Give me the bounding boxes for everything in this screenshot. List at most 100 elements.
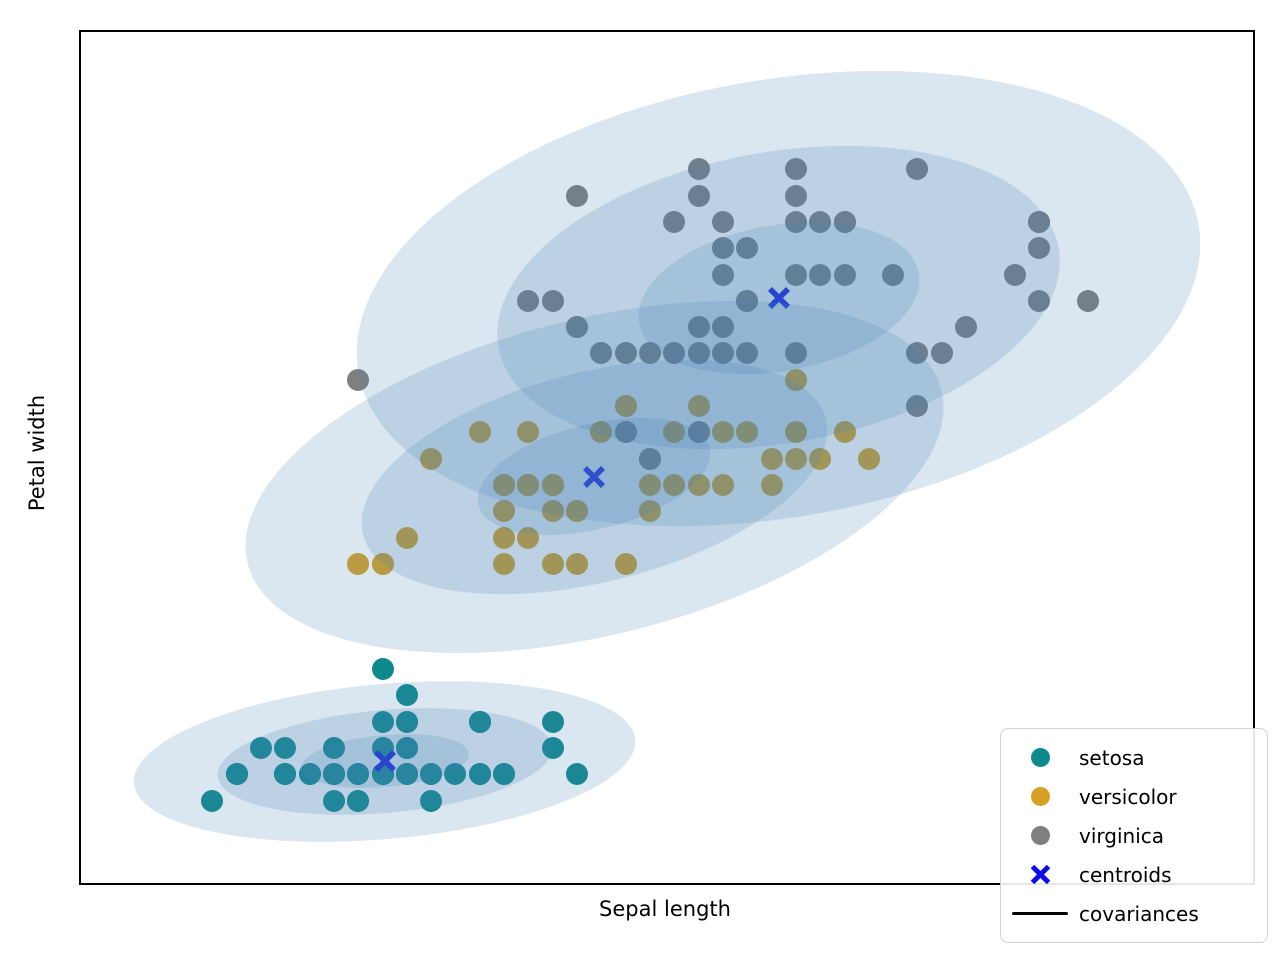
virginica-point: [517, 289, 540, 312]
versicolor-point: [517, 526, 540, 549]
setosa-point: [322, 763, 345, 786]
virginica-point: [347, 368, 370, 391]
virginica-point: [638, 342, 661, 365]
virginica-point: [784, 263, 807, 286]
versicolor-point: [638, 500, 661, 523]
setosa-point: [201, 789, 224, 812]
virginica-covariance-ellipse-3sigma: [320, 32, 1238, 588]
legend-row-centroids: centroids: [1001, 855, 1267, 894]
setosa-point: [541, 710, 564, 733]
versicolor-point: [468, 421, 491, 444]
versicolor-point: [760, 447, 783, 470]
versicolor-point: [541, 473, 564, 496]
versicolor-point: [736, 421, 759, 444]
setosa-point: [468, 763, 491, 786]
virginica-point: [882, 263, 905, 286]
legend-label: centroids: [1079, 862, 1172, 887]
versicolor-point: [833, 421, 856, 444]
virginica-legend-dot-icon: [1001, 826, 1079, 845]
setosa-point: [420, 763, 443, 786]
legend-row-covariances: covariances: [1001, 894, 1267, 933]
virginica-point: [711, 263, 734, 286]
virginica-point: [784, 210, 807, 233]
centroid-x-marker: [371, 747, 399, 775]
setosa-point: [395, 763, 418, 786]
versicolor-point: [784, 447, 807, 470]
versicolor-point: [857, 447, 880, 470]
virginica-point: [833, 263, 856, 286]
versicolor-legend-dot-icon: [1001, 787, 1079, 806]
setosa-point: [566, 763, 589, 786]
versicolor-point: [347, 552, 370, 575]
versicolor-point: [541, 500, 564, 523]
setosa-point: [371, 658, 394, 681]
versicolor-point: [395, 526, 418, 549]
virginica-point: [541, 289, 564, 312]
virginica-point: [906, 342, 929, 365]
virginica-point: [955, 316, 978, 339]
virginica-point: [663, 342, 686, 365]
versicolor-point: [784, 421, 807, 444]
setosa-point: [420, 789, 443, 812]
virginica-point: [687, 421, 710, 444]
setosa-point: [395, 710, 418, 733]
centroid-x-marker: [765, 284, 793, 312]
covariances-legend-line-icon: [1001, 911, 1079, 916]
versicolor-point: [493, 500, 516, 523]
virginica-point: [590, 342, 613, 365]
virginica-point: [566, 184, 589, 207]
virginica-point: [687, 184, 710, 207]
versicolor-point: [614, 395, 637, 418]
setosa-point: [493, 763, 516, 786]
setosa-legend-dot-icon: [1001, 748, 1079, 767]
versicolor-point: [517, 473, 540, 496]
versicolor-covariance-ellipse-1sigma: [465, 397, 723, 557]
setosa-covariance-ellipse-3sigma: [127, 662, 643, 861]
versicolor-point: [687, 473, 710, 496]
setosa-point: [395, 737, 418, 760]
virginica-point: [809, 210, 832, 233]
setosa-point: [468, 710, 491, 733]
setosa-point: [274, 737, 297, 760]
virginica-point: [906, 395, 929, 418]
setosa-point: [274, 763, 297, 786]
virginica-point: [614, 421, 637, 444]
legend-label: virginica: [1079, 823, 1164, 848]
legend-label: setosa: [1079, 745, 1145, 770]
versicolor-point: [663, 473, 686, 496]
legend-row-virginica: virginica: [1001, 816, 1267, 855]
virginica-point: [1028, 289, 1051, 312]
virginica-covariance-ellipse-2sigma: [473, 105, 1085, 492]
x-axis-label: Sepal length: [599, 897, 731, 921]
versicolor-point: [809, 447, 832, 470]
versicolor-point: [493, 473, 516, 496]
virginica-point: [736, 289, 759, 312]
versicolor-covariance-ellipse-2sigma: [337, 317, 851, 637]
virginica-point: [614, 342, 637, 365]
setosa-point: [322, 789, 345, 812]
setosa-point: [541, 737, 564, 760]
versicolor-point: [371, 552, 394, 575]
setosa-point: [347, 789, 370, 812]
setosa-covariance-ellipse-1sigma: [299, 728, 471, 795]
virginica-covariance-ellipse-1sigma: [626, 201, 932, 395]
virginica-point: [1076, 289, 1099, 312]
versicolor-point: [590, 421, 613, 444]
centroid-x-marker: [580, 463, 608, 491]
virginica-point: [687, 316, 710, 339]
virginica-point: [711, 316, 734, 339]
setosa-point: [371, 710, 394, 733]
virginica-point: [638, 447, 661, 470]
centroids-legend-cross-icon: [1001, 862, 1079, 887]
virginica-point: [833, 210, 856, 233]
centroids-layer: [81, 32, 1253, 883]
legend-row-versicolor: versicolor: [1001, 777, 1267, 816]
virginica-point: [930, 342, 953, 365]
virginica-point: [711, 237, 734, 260]
legend-label: covariances: [1079, 901, 1199, 926]
setosa-point: [444, 763, 467, 786]
virginica-point: [687, 342, 710, 365]
virginica-point: [711, 342, 734, 365]
virginica-point: [687, 158, 710, 181]
